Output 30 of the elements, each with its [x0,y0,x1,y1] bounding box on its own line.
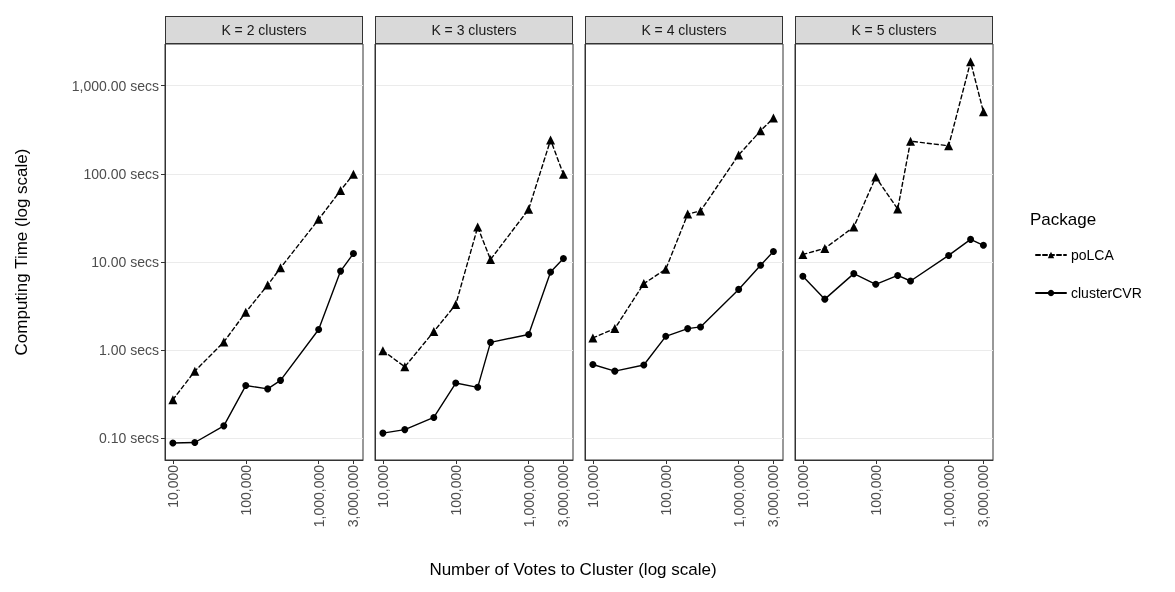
x-tick-label: 3,000,000 [765,464,782,528]
x-tick-label: 1,000,000 [310,464,327,528]
chart-title: K = 4 clusters [585,16,783,44]
x-tick-label: 3,000,000 [555,464,572,528]
y-tick-label: 1.00 secs [99,342,159,359]
chart-title: K = 5 clusters [795,16,993,44]
x-tick-label: 1,000,000 [520,464,537,528]
x-tick-label: 10,000 [794,464,811,508]
x-tick-label: 10,000 [374,464,391,508]
y-tick-label: 10.00 secs [91,254,159,271]
x-tick-label: 3,000,000 [345,464,362,528]
x-tick-label: 10,000 [584,464,601,508]
x-tick-label: 10,000 [164,464,181,508]
y-tick-label: 100.00 secs [83,165,159,182]
x-tick-label: 100,000 [237,464,254,516]
x-tick-label: 100,000 [867,464,884,516]
x-tick-label: 1,000,000 [730,464,747,528]
chart-title: K = 2 clusters [165,16,363,44]
y-axis-title: Computing Time (log scale) [12,148,31,356]
legend-label: clusterCVR [1071,285,1142,301]
x-axis-title: Number of Votes to Cluster (log scale) [428,560,718,580]
x-tick-label: 1,000,000 [940,464,957,528]
x-tick-label: 100,000 [447,464,464,516]
y-tick-label: 1,000.00 secs [71,77,159,94]
y-tick-label: 0.10 secs [99,430,159,447]
x-tick-label: 100,000 [657,464,674,516]
legend-title: Package [1030,210,1097,229]
chart-title: K = 3 clusters [375,16,573,44]
legend-label: poLCA [1071,247,1115,263]
x-tick-label: 3,000,000 [975,464,992,528]
